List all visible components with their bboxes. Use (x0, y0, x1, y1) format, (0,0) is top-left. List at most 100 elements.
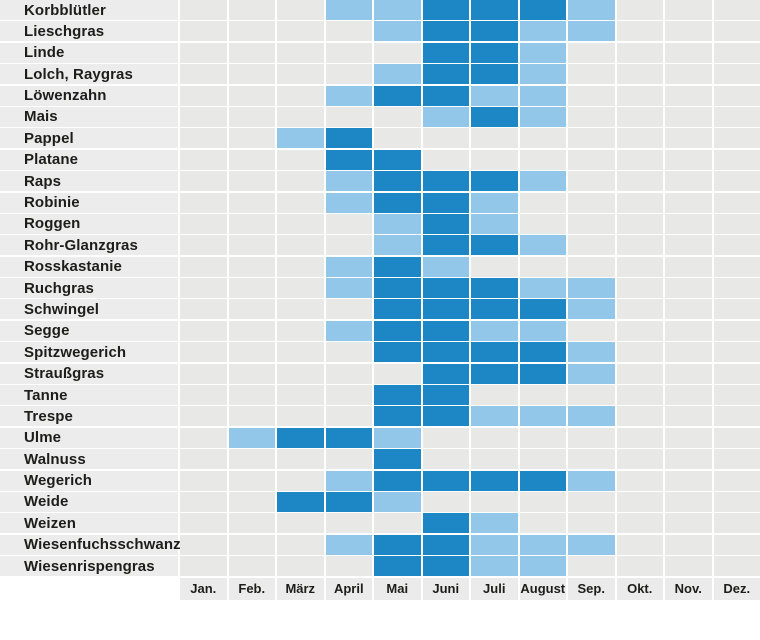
pollen-cell (180, 21, 227, 42)
pollen-cell (568, 491, 615, 512)
month-label: Jan. (180, 577, 227, 600)
pollen-cell (374, 21, 421, 42)
pollen-cell (665, 320, 712, 341)
pollen-cell (180, 149, 227, 170)
row-label: Ulme (0, 427, 178, 448)
pollen-cell (713, 42, 760, 63)
pollen-cell (422, 278, 469, 299)
pollen-cell (519, 513, 566, 534)
pollen-cell (471, 363, 518, 384)
pollen-cell (228, 64, 275, 85)
pollen-cell (519, 128, 566, 149)
pollen-cell (180, 42, 227, 63)
pollen-cell (616, 85, 663, 106)
pollen-cell (180, 342, 227, 363)
pollen-cell (471, 256, 518, 277)
pollen-cell (471, 278, 518, 299)
pollen-cell (665, 427, 712, 448)
pollen-cell (471, 171, 518, 192)
pollen-cell (519, 213, 566, 234)
pollen-cell (325, 21, 372, 42)
pollen-cell (568, 149, 615, 170)
pollen-cell (471, 534, 518, 555)
pollen-cell (180, 385, 227, 406)
pollen-cell (228, 235, 275, 256)
pollen-cell (325, 299, 372, 320)
pollen-cell (713, 192, 760, 213)
pollen-cell (325, 342, 372, 363)
pollen-cell (277, 299, 324, 320)
pollen-cell (422, 385, 469, 406)
row-label: Mais (0, 106, 178, 127)
pollen-cell (325, 171, 372, 192)
row-label: Weide (0, 491, 178, 512)
pollen-cell (277, 85, 324, 106)
pollen-cell (519, 449, 566, 470)
pollen-cell (616, 342, 663, 363)
pollen-cell (180, 64, 227, 85)
pollen-cell (422, 256, 469, 277)
pollen-cell (713, 171, 760, 192)
pollen-cell (277, 449, 324, 470)
pollen-cell (471, 149, 518, 170)
row-label: Lieschgras (0, 21, 178, 42)
row-label: Robinie (0, 192, 178, 213)
pollen-cell (519, 0, 566, 20)
pollen-cell (277, 256, 324, 277)
row-label: Wiesenrispengras (0, 556, 178, 577)
pollen-cell (616, 0, 663, 20)
pollen-cell (180, 256, 227, 277)
pollen-cell (228, 213, 275, 234)
pollen-cell (422, 406, 469, 427)
pollen-cell (228, 449, 275, 470)
pollen-cell (228, 406, 275, 427)
pollen-cell (713, 449, 760, 470)
pollen-cell (277, 235, 324, 256)
pollen-cell (325, 0, 372, 20)
month-label: Nov. (665, 577, 712, 600)
pollen-cell (228, 256, 275, 277)
pollen-cell (665, 235, 712, 256)
pollen-cell (180, 320, 227, 341)
month-label: Okt. (616, 577, 663, 600)
pollen-cell (277, 556, 324, 577)
pollen-cell (180, 534, 227, 555)
pollen-cell (374, 449, 421, 470)
pollen-cell (180, 192, 227, 213)
pollen-cell (471, 385, 518, 406)
pollen-cell (471, 213, 518, 234)
pollen-cell (228, 278, 275, 299)
pollen-cell (422, 342, 469, 363)
pollen-cell (422, 363, 469, 384)
pollen-cell (519, 192, 566, 213)
month-label: Dez. (713, 577, 760, 600)
pollen-cell (616, 513, 663, 534)
pollen-cell (471, 64, 518, 85)
pollen-cell (713, 299, 760, 320)
pollen-cell (471, 106, 518, 127)
month-label: Juli (471, 577, 518, 600)
pollen-cell (519, 64, 566, 85)
pollen-cell (713, 363, 760, 384)
pollen-cell (568, 128, 615, 149)
pollen-cell (616, 21, 663, 42)
pollen-cell (180, 513, 227, 534)
pollen-cell (713, 64, 760, 85)
pollen-cell (519, 149, 566, 170)
pollen-cell (180, 363, 227, 384)
pollen-cell (519, 406, 566, 427)
pollen-cell (665, 342, 712, 363)
pollen-cell (471, 192, 518, 213)
pollen-cell (180, 470, 227, 491)
pollen-cell (568, 342, 615, 363)
row-label: Trespe (0, 406, 178, 427)
pollen-cell (422, 21, 469, 42)
pollen-cell (713, 21, 760, 42)
pollen-cell (519, 320, 566, 341)
pollen-cell (568, 192, 615, 213)
pollen-cell (616, 534, 663, 555)
pollen-cell (616, 278, 663, 299)
pollen-cell (713, 149, 760, 170)
pollen-cell (665, 299, 712, 320)
pollen-cell (180, 128, 227, 149)
